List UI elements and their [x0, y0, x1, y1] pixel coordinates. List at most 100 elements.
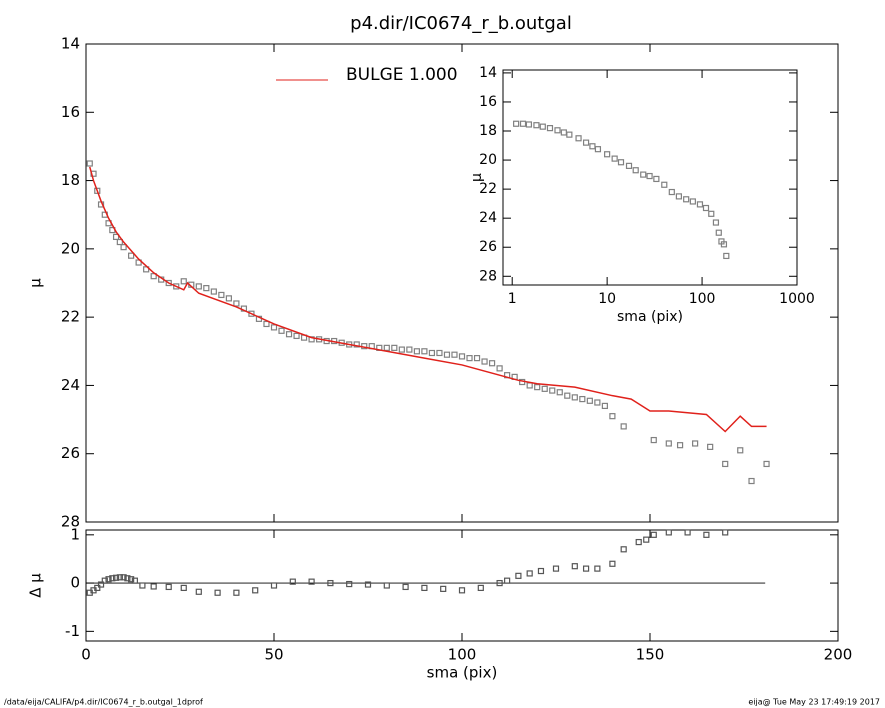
data-point [481, 358, 488, 365]
data-point [225, 295, 232, 302]
data-point [722, 529, 729, 536]
data-point [620, 546, 627, 553]
data-point [165, 279, 172, 287]
data-point [552, 565, 560, 572]
data-point [737, 447, 744, 454]
y-tick-label: 24 [479, 210, 497, 226]
data-point [513, 120, 520, 127]
data-point [504, 577, 511, 584]
data-point [586, 397, 593, 404]
data-point [582, 565, 590, 572]
x-axis-label: sma (pix) [617, 309, 683, 325]
data-point [86, 160, 93, 167]
data-point [440, 585, 447, 592]
data-point [364, 581, 372, 588]
data-point [763, 460, 770, 468]
data-point [327, 579, 334, 587]
data-point [436, 349, 443, 357]
data-point [702, 204, 710, 212]
data-point [537, 567, 545, 575]
data-point [539, 123, 546, 130]
data-point [105, 576, 112, 583]
data-point [458, 353, 466, 360]
data-point [571, 394, 578, 401]
data-point [541, 385, 548, 392]
y-tick-label: -1 [65, 622, 80, 640]
data-point [594, 565, 601, 572]
y-tick-label: 0 [70, 574, 80, 592]
x-tick-label: 1 [508, 291, 517, 307]
data-point [533, 122, 540, 129]
x-tick-label: 0 [81, 646, 91, 664]
data-point [383, 344, 390, 351]
plot-frame [85, 529, 839, 642]
data-point [665, 529, 672, 536]
data-point [150, 583, 157, 590]
data-point [477, 584, 484, 592]
y-axis-label: Δ μ [27, 573, 45, 598]
model-line [89, 166, 767, 433]
data-point [112, 233, 120, 241]
data-point [150, 273, 157, 280]
data-point [519, 120, 527, 127]
data-point [689, 198, 696, 205]
data-point [353, 341, 360, 348]
data-point [650, 531, 657, 538]
data-point [534, 384, 541, 391]
data-point [617, 159, 625, 166]
data-point [554, 127, 561, 134]
data-point [214, 589, 221, 596]
data-point [582, 139, 590, 146]
y-tick-label: 20 [479, 152, 497, 168]
y-tick-label: 28 [61, 513, 80, 531]
data-point [722, 460, 729, 468]
data-point [94, 187, 101, 194]
data-point [526, 382, 533, 389]
data-point [549, 387, 556, 394]
data-point [646, 172, 653, 180]
data-point [128, 252, 135, 259]
data-point [443, 351, 451, 358]
data-point [661, 181, 668, 188]
plot-frame [502, 69, 798, 286]
y-tick-label: 18 [479, 123, 497, 139]
data-point [383, 582, 390, 589]
data-point [421, 584, 428, 592]
data-point [594, 146, 602, 153]
data-point [723, 252, 730, 260]
x-tick-label: 1000 [779, 291, 815, 307]
data-point [293, 332, 300, 340]
x-tick-label: 100 [689, 291, 716, 307]
data-point [635, 538, 642, 546]
data-point [720, 241, 728, 248]
data-point [703, 531, 710, 538]
data-point [116, 238, 123, 246]
data-point [625, 162, 633, 169]
footer-right: eija@ Tue May 23 17:49:19 2017 [748, 698, 880, 707]
data-point [195, 283, 202, 290]
data-point [263, 320, 270, 328]
data-point [210, 288, 217, 295]
data-point [289, 578, 296, 585]
y-axis-label: μ [27, 278, 45, 288]
data-point [676, 442, 684, 449]
data-point [233, 300, 240, 307]
y-tick-label: 22 [479, 181, 497, 197]
y-tick-label: 1 [70, 525, 80, 543]
x-tick-label: 200 [824, 646, 853, 664]
data-point [451, 351, 458, 358]
legend-label: BULGE 1.000 [346, 65, 458, 85]
y-tick-label: 24 [61, 376, 80, 394]
data-point [575, 135, 582, 142]
data-point [428, 349, 436, 357]
data-point [346, 580, 353, 588]
chart-title: p4.dir/IC0674_r_b.outgal [350, 13, 572, 34]
data-point [398, 346, 405, 353]
data-point [609, 560, 616, 567]
data-point [252, 587, 259, 594]
data-point [285, 331, 293, 338]
x-tick-label: 10 [598, 291, 616, 307]
data-point [270, 324, 278, 331]
data-point [684, 529, 691, 536]
